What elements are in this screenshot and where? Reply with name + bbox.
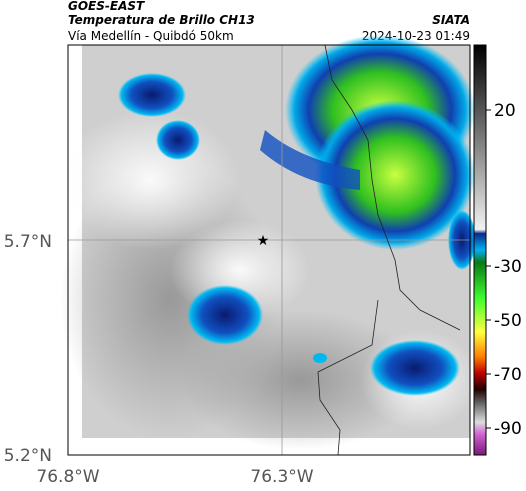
route: Vía Medellín - Quibdó 50km (68, 29, 234, 43)
map-imagery: ★ (60, 35, 480, 456)
source: SIATA (432, 13, 470, 27)
satellite-name: GOES-EAST (68, 0, 145, 13)
colorbar-tick-label: -90 (494, 419, 522, 439)
colorbar-tick-label: 20 (494, 101, 516, 121)
lon-label: 76.3°W (250, 467, 313, 487)
colorbar (473, 44, 487, 456)
colorbar-tick-label: -30 (494, 257, 522, 277)
lat-label: 5.2°N (4, 446, 52, 466)
lon-label: 76.8°W (36, 467, 99, 487)
colorbar-tick-label: -50 (494, 311, 522, 331)
product-name: Temperatura de Brillo CH13 (68, 13, 255, 27)
colorbar-ticks: 20 -30 -50 -70 -90 (486, 101, 522, 439)
svg-text:★: ★ (257, 233, 270, 249)
lat-label: 5.7°N (4, 232, 52, 252)
colorbar-tick-label: -70 (494, 365, 522, 385)
